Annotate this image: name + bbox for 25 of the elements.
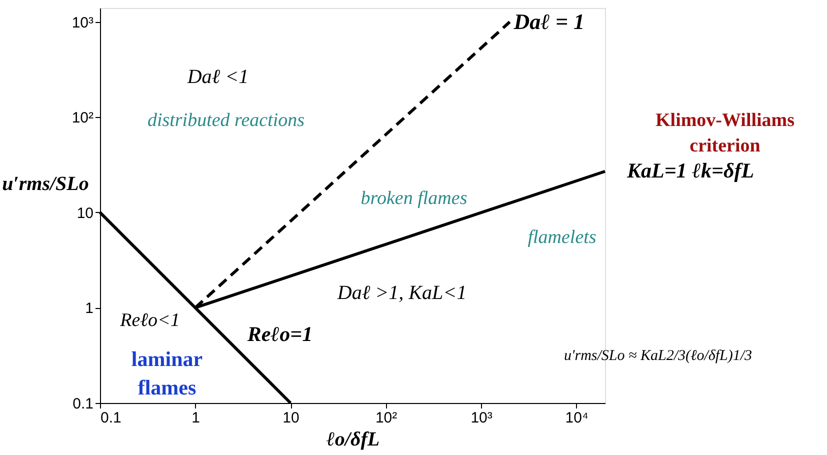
annotation: KaL=1 ℓk=δfL (626, 158, 754, 182)
y-tick-label: 10 (76, 204, 94, 222)
y-axis-title: u′rms/SLo (2, 173, 89, 196)
x-tick-label: 1 (192, 410, 200, 426)
x-tick-label: 10² (375, 410, 398, 426)
annotation: distributed reactions (147, 110, 305, 131)
x-tick-label: 10⁴ (565, 410, 588, 426)
y-tick-label: 1 (85, 300, 94, 318)
annotation: Reℓo<1 (119, 310, 180, 331)
x-axis-title: ℓo/δfL (326, 428, 380, 450)
annotation: broken flames (360, 188, 468, 209)
annotation: flamelets (528, 227, 596, 248)
annotation: Daℓ <1 (186, 66, 249, 88)
x-tick-label: 10³ (470, 410, 492, 426)
annotation: Daℓ >1, KaL<1 (336, 282, 467, 304)
annotation: u′rms/SLo ≈ KaL2/3(ℓo/δfL)1/3 (564, 348, 752, 364)
annotation: Daℓ = 1 (512, 8, 585, 34)
y-tick-label: 10³ (72, 14, 94, 32)
x-tick-label: 10 (282, 410, 300, 426)
y-tick-label: 0.1 (72, 396, 94, 412)
text: Klimov-Williams criterion (656, 110, 794, 157)
annotation: laminar flames (131, 347, 203, 400)
y-tick-label: 10² (72, 110, 94, 127)
annotation: Reℓo=1 (246, 322, 313, 346)
x-tick-label: 0.1 (100, 410, 122, 426)
